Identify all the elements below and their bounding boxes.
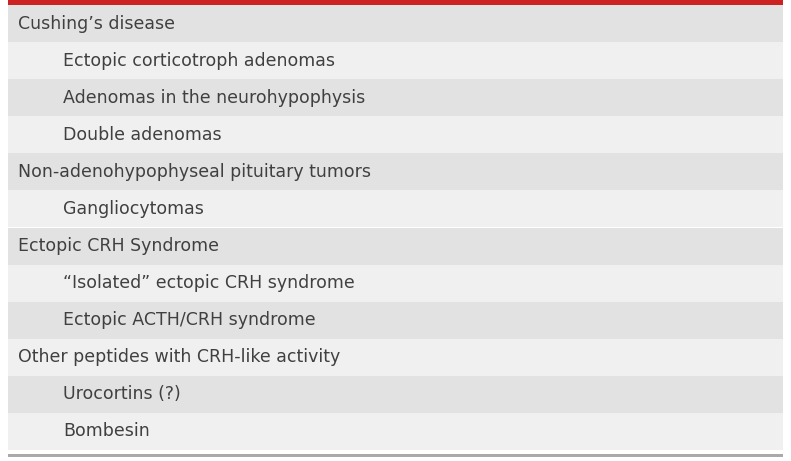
Text: Cushing’s disease: Cushing’s disease [18,15,175,33]
Bar [8,42,783,79]
Bar [8,5,783,42]
Bar [8,376,783,413]
Bar [8,227,783,265]
Bar [8,0,783,5]
Text: Ectopic ACTH/CRH syndrome: Ectopic ACTH/CRH syndrome [63,311,316,329]
Text: Other peptides with CRH-like activity: Other peptides with CRH-like activity [18,349,340,366]
Text: Non-adenohypophyseal pituitary tumors: Non-adenohypophyseal pituitary tumors [18,163,371,181]
Bar [8,190,783,227]
Text: “Isolated” ectopic CRH syndrome: “Isolated” ectopic CRH syndrome [63,274,354,292]
Text: Gangliocytomas: Gangliocytomas [63,200,204,218]
Text: Adenomas in the neurohypophysis: Adenomas in the neurohypophysis [63,89,365,106]
Bar [8,154,783,190]
Text: Urocortins (?): Urocortins (?) [63,385,181,403]
Bar [8,339,783,376]
Text: Double adenomas: Double adenomas [63,126,221,144]
Bar [8,79,783,116]
Text: Bombesin: Bombesin [63,422,149,440]
Bar [8,265,783,301]
Bar [8,116,783,154]
Bar [8,413,783,450]
Text: Ectopic CRH Syndrome: Ectopic CRH Syndrome [18,237,219,255]
Text: Ectopic corticotroph adenomas: Ectopic corticotroph adenomas [63,52,335,70]
Bar [8,301,783,339]
Bar [8,454,783,457]
